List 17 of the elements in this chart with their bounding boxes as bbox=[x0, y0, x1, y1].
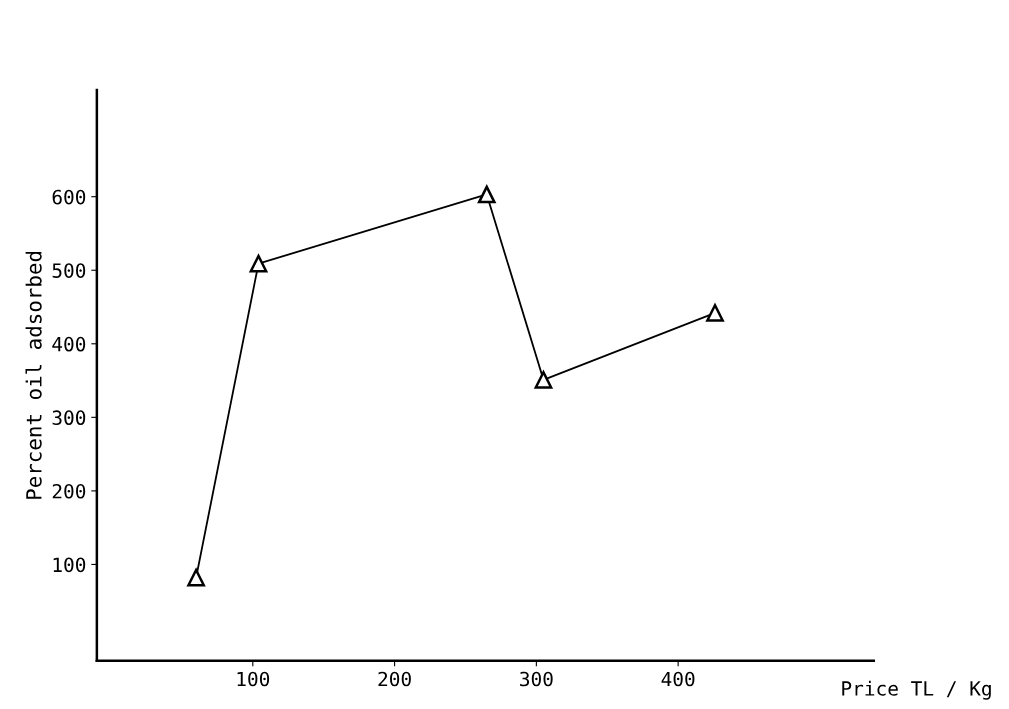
x-tick-label: 100 bbox=[237, 671, 270, 687]
y-tick-label: 500 bbox=[52, 263, 86, 278]
point bbox=[187, 568, 205, 587]
x-tick-label: 400 bbox=[661, 671, 695, 687]
point bbox=[706, 304, 724, 322]
y-tick-label: 600 bbox=[52, 189, 86, 205]
y-tick-label: 200 bbox=[52, 483, 86, 499]
x-tick-label: 300 bbox=[520, 671, 553, 687]
y-tick-label: 400 bbox=[52, 336, 86, 352]
y-axis-title: Percent oil adsorbed bbox=[25, 251, 42, 499]
y-tick-label: 100 bbox=[53, 557, 86, 573]
point bbox=[249, 254, 268, 273]
point bbox=[477, 185, 496, 204]
x-tick-label: 200 bbox=[378, 671, 411, 687]
point bbox=[534, 370, 553, 389]
y-tick-label: 300 bbox=[52, 410, 86, 426]
x-axis-title: Price TL / Kg bbox=[842, 680, 991, 700]
